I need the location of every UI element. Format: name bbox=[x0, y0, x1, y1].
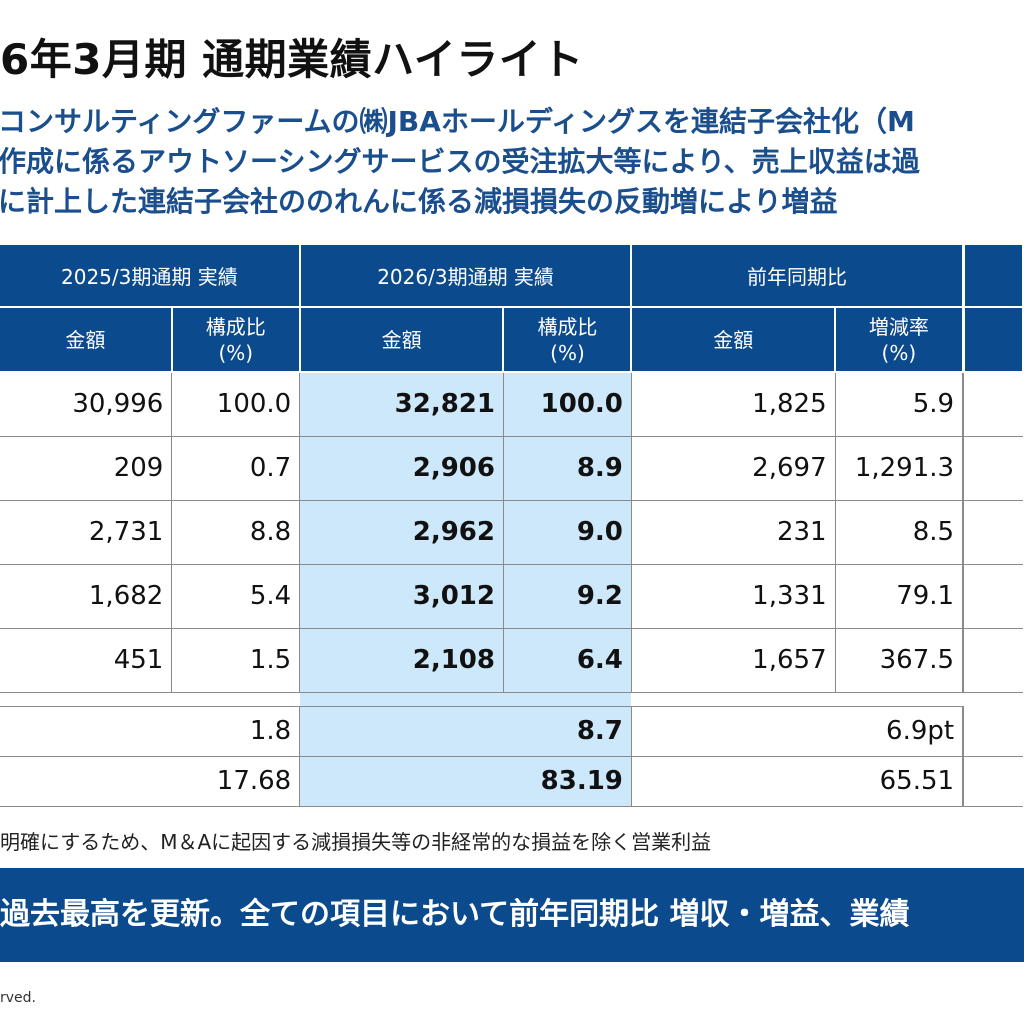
cell-highlight: 9.2 bbox=[503, 564, 632, 629]
cell: 367.5 bbox=[835, 628, 965, 693]
cell: 8.8 bbox=[171, 500, 301, 565]
cell-cut bbox=[963, 756, 1023, 807]
cell-highlight: 8.7 bbox=[299, 705, 632, 757]
cell: 209 bbox=[0, 436, 173, 501]
table-group-header-row: 2025/3期通期 実績 2026/3期通期 実績 前年同期比 bbox=[0, 245, 1024, 308]
group-header-fy2026: 2026/3期通期 実績 bbox=[299, 245, 633, 308]
cell-cut bbox=[963, 706, 1023, 757]
cell-highlight: 83.19 bbox=[299, 756, 632, 807]
cell: 1.8 bbox=[0, 705, 301, 757]
cell-highlight: 6.4 bbox=[503, 628, 632, 693]
cell: 5.4 bbox=[171, 564, 301, 629]
table-row: 2,731 8.8 2,962 9.0 231 8.5 bbox=[0, 500, 1023, 565]
table-sub-header-row: 金額 構成比 (%) 金額 構成比 (%) 金額 増減率 (%) bbox=[0, 307, 1024, 373]
cell: 1,331 bbox=[631, 564, 836, 629]
sub-header-ratio-2025: 構成比 (%) bbox=[171, 307, 301, 373]
cell-highlight: 100.0 bbox=[503, 372, 632, 437]
sub-header-amount-2026: 金額 bbox=[299, 307, 505, 373]
table-spacer bbox=[0, 692, 1023, 706]
sub-header-rate-yoy: 増減率 (%) bbox=[835, 307, 964, 373]
cell: 0.7 bbox=[171, 436, 301, 501]
table-row-ratio: 1.8 8.7 6.9pt bbox=[0, 705, 1023, 757]
cell: 1,682 bbox=[0, 564, 173, 629]
subtitle-line-3: に計上した連結子会社ののれんに係る減損損失の反動増により増益 bbox=[0, 185, 838, 218]
subtitle-line-2: 作成に係るアウトソーシングサービスの受注拡大等により、売上収益は過 bbox=[0, 145, 920, 178]
cell-highlight: 3,012 bbox=[299, 564, 504, 629]
cell: 451 bbox=[0, 628, 173, 693]
copyright-text: rved. bbox=[0, 990, 36, 1006]
cell-highlight: 8.9 bbox=[503, 436, 632, 501]
cell-cut bbox=[963, 628, 1023, 693]
cell-highlight: 2,962 bbox=[299, 500, 504, 565]
subtitle-line-1: コンサルティングファームの㈱JBAホールディングスを連結子会社化（M bbox=[0, 105, 915, 138]
cell-cut bbox=[963, 500, 1023, 565]
group-header-fy2025: 2025/3期通期 実績 bbox=[0, 245, 301, 308]
cell: 2,697 bbox=[631, 436, 836, 501]
cell-highlight: 2,108 bbox=[299, 628, 504, 693]
cell-highlight: 2,906 bbox=[299, 436, 504, 501]
cell: 1,657 bbox=[631, 628, 836, 693]
table-row: 209 0.7 2,906 8.9 2,697 1,291.3 bbox=[0, 436, 1023, 501]
header-cell-cut bbox=[961, 307, 1024, 373]
footnote: 明確にするため、M＆Aに起因する減損損失等の非経常的な損益を除く営業利益 bbox=[0, 830, 712, 854]
table-row: 30,996 100.0 32,821 100.0 1,825 5.9 bbox=[0, 372, 1023, 437]
sub-header-amount-yoy: 金額 bbox=[631, 307, 837, 373]
summary-banner: 過去最高を更新。全ての項目において前年同期比 増収・増益、業績 bbox=[0, 868, 1024, 962]
cell: 5.9 bbox=[835, 372, 965, 437]
cell-highlight: 9.0 bbox=[503, 500, 632, 565]
cell: 100.0 bbox=[171, 372, 301, 437]
cell: 17.68 bbox=[0, 756, 301, 807]
results-table: 2025/3期通期 実績 2026/3期通期 実績 前年同期比 金額 構成比 (… bbox=[0, 245, 1024, 807]
table-row-ratio: 17.68 83.19 65.51 bbox=[0, 756, 1023, 807]
cell-highlight: 32,821 bbox=[299, 372, 504, 437]
cell: 2,731 bbox=[0, 500, 173, 565]
header-cell-cut bbox=[961, 245, 1024, 308]
cell-cut bbox=[963, 564, 1023, 629]
cell: 1,291.3 bbox=[835, 436, 965, 501]
sub-header-amount-2025: 金額 bbox=[0, 307, 173, 373]
cell: 1,825 bbox=[631, 372, 836, 437]
cell: 231 bbox=[631, 500, 836, 565]
cell-cut bbox=[963, 372, 1023, 437]
cell: 30,996 bbox=[0, 372, 173, 437]
cell: 65.51 bbox=[631, 756, 965, 807]
cell: 8.5 bbox=[835, 500, 965, 565]
page-title: 6年3月期 通期業績ハイライト bbox=[0, 35, 584, 84]
cell: 1.5 bbox=[171, 628, 301, 693]
group-header-yoy: 前年同期比 bbox=[631, 245, 964, 308]
sub-header-ratio-2026: 構成比 (%) bbox=[503, 307, 633, 373]
cell-cut bbox=[963, 436, 1023, 501]
table-row: 451 1.5 2,108 6.4 1,657 367.5 bbox=[0, 628, 1023, 693]
cell: 6.9pt bbox=[631, 705, 965, 757]
cell: 79.1 bbox=[835, 564, 965, 629]
table-row: 1,682 5.4 3,012 9.2 1,331 79.1 bbox=[0, 564, 1023, 629]
